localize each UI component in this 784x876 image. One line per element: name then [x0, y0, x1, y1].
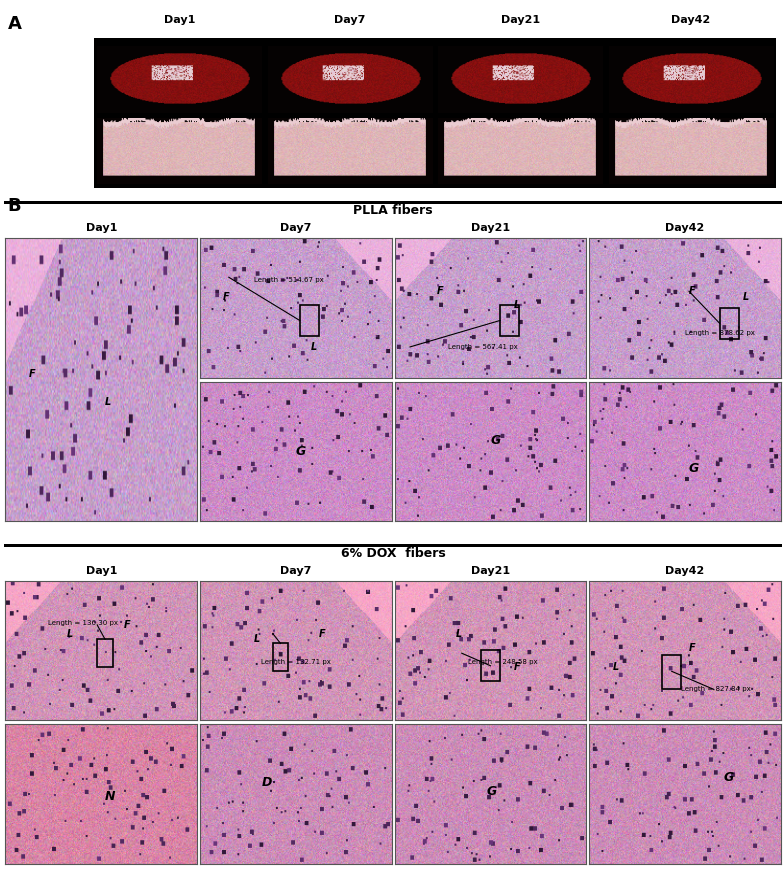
Text: L: L [612, 662, 619, 672]
Text: F: F [514, 662, 520, 672]
Text: PLLA fibers: PLLA fibers [354, 204, 433, 217]
Text: L: L [514, 300, 520, 310]
Text: Day42: Day42 [666, 223, 705, 233]
Bar [662, 654, 681, 689]
Text: F: F [689, 643, 695, 653]
Text: D: D [261, 776, 272, 789]
Text: B: B [8, 197, 21, 215]
Text: Day1: Day1 [85, 223, 117, 233]
Text: G: G [491, 434, 501, 447]
Bar [500, 305, 519, 336]
Text: Day21: Day21 [471, 223, 510, 233]
Text: Day1: Day1 [164, 15, 195, 25]
Text: Day7: Day7 [280, 566, 311, 576]
Text: Day21: Day21 [471, 566, 510, 576]
Text: F: F [689, 286, 695, 296]
Bar [299, 305, 319, 336]
Text: L: L [254, 634, 260, 644]
Text: N: N [105, 790, 115, 803]
Text: Length = 248.58 px: Length = 248.58 px [467, 659, 537, 665]
Text: L: L [67, 629, 73, 639]
Text: G: G [689, 462, 699, 475]
Bar [97, 639, 113, 668]
Bar [481, 650, 500, 681]
Text: L: L [311, 342, 318, 352]
Text: Day7: Day7 [280, 223, 311, 233]
Text: G: G [296, 445, 306, 458]
Text: L: L [742, 292, 749, 301]
Text: L: L [456, 629, 463, 639]
Text: F: F [28, 369, 35, 379]
Text: Length = 136.30 px: Length = 136.30 px [48, 619, 118, 625]
Text: L: L [105, 398, 111, 407]
Text: G: G [487, 785, 497, 798]
Text: Day7: Day7 [334, 15, 365, 25]
Text: Day1: Day1 [85, 566, 117, 576]
Text: F: F [437, 286, 444, 296]
Text: F: F [124, 620, 131, 631]
Bar [273, 644, 289, 671]
Text: Length = 567.41 px: Length = 567.41 px [448, 344, 518, 350]
Text: 6% DOX  fibers: 6% DOX fibers [341, 547, 445, 560]
Text: Length = 878.62 px: Length = 878.62 px [685, 330, 755, 336]
Bar [720, 308, 739, 338]
Text: Length = 514.67 px: Length = 514.67 px [254, 277, 324, 283]
Text: Day42: Day42 [671, 15, 710, 25]
Text: A: A [8, 15, 22, 33]
Text: Length = 827.84 px: Length = 827.84 px [681, 687, 751, 692]
Text: Day21: Day21 [501, 15, 540, 25]
Text: Day42: Day42 [666, 566, 705, 576]
Text: F: F [223, 292, 230, 301]
Text: Length = 132.71 px: Length = 132.71 px [261, 659, 332, 665]
Text: F: F [319, 629, 325, 639]
Text: G: G [724, 771, 734, 784]
